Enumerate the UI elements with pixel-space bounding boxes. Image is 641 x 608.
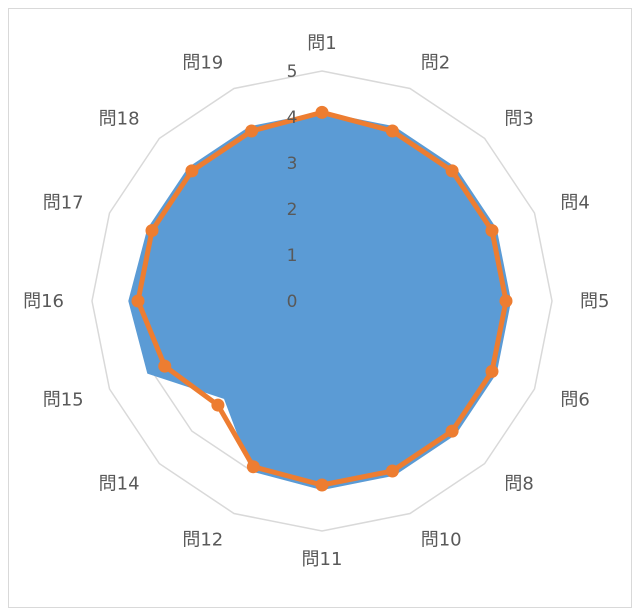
series-1-point-4 <box>499 294 513 308</box>
category-label: 問11 <box>302 549 343 570</box>
series-1-point-6 <box>445 424 459 438</box>
r-tick-label-3: 3 <box>287 154 298 174</box>
category-label: 問16 <box>23 291 64 312</box>
category-label: 問15 <box>43 390 84 411</box>
series-1-point-11 <box>158 359 172 373</box>
series-1-point-14 <box>185 164 199 178</box>
category-label: 問2 <box>421 53 450 74</box>
category-label: 問14 <box>99 473 140 494</box>
series-1-point-5 <box>485 364 499 378</box>
r-tick-label-0: 0 <box>287 292 298 312</box>
series-1-point-7 <box>385 464 399 478</box>
series-1-point-12 <box>131 294 145 308</box>
grid-ring-5 <box>91 70 553 532</box>
category-label: 問5 <box>580 291 609 312</box>
series-1-point-2 <box>445 164 459 178</box>
category-label: 問3 <box>504 109 533 130</box>
series-1-point-0 <box>315 105 329 119</box>
series-1-point-10 <box>211 398 225 412</box>
category-label: 問18 <box>99 109 140 130</box>
category-label: 問8 <box>504 473 533 494</box>
series-1-point-13 <box>145 224 159 238</box>
r-tick-label-5: 5 <box>287 62 298 82</box>
category-label: 問1 <box>307 33 336 54</box>
radar-chart: 0 1 2 3 4 5 問1 問2 問3 問4 問5 問6 問8 問10 問11 問12 問14 問15 問16 問1… <box>23 33 609 570</box>
series-1-point-8 <box>315 478 329 492</box>
r-tick-label-1: 1 <box>287 246 298 266</box>
series-1-point-3 <box>485 224 499 238</box>
series-1-point-1 <box>385 124 399 138</box>
category-label: 問17 <box>43 192 84 213</box>
category-label: 問10 <box>421 529 462 550</box>
category-label: 問19 <box>182 53 223 74</box>
category-label: 問6 <box>560 390 589 411</box>
series-1-point-9 <box>246 460 260 474</box>
series-1-point-15 <box>245 124 259 138</box>
category-label: 問4 <box>560 192 589 213</box>
r-tick-label-4: 4 <box>287 108 298 128</box>
r-tick-label-2: 2 <box>287 200 298 220</box>
category-label: 問12 <box>182 529 223 550</box>
